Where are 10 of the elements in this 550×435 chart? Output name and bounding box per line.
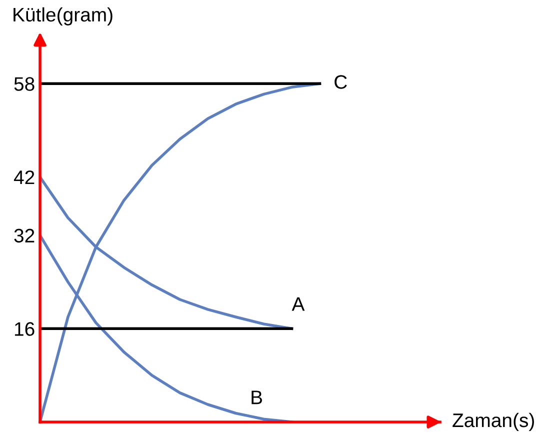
y-tick-label: 42 xyxy=(14,170,34,184)
annotation: B xyxy=(252,390,262,404)
text: C xyxy=(334,75,347,89)
y-tick-label: 16 xyxy=(14,322,34,336)
annotation: A xyxy=(292,297,305,311)
y-tick-label: 58 xyxy=(14,77,34,91)
line-series xyxy=(40,82,322,422)
text: Zaman(s) xyxy=(452,412,534,432)
y-tick-label: 32 xyxy=(14,228,34,243)
y-axis-title: Kütle(gram) xyxy=(14,7,112,26)
